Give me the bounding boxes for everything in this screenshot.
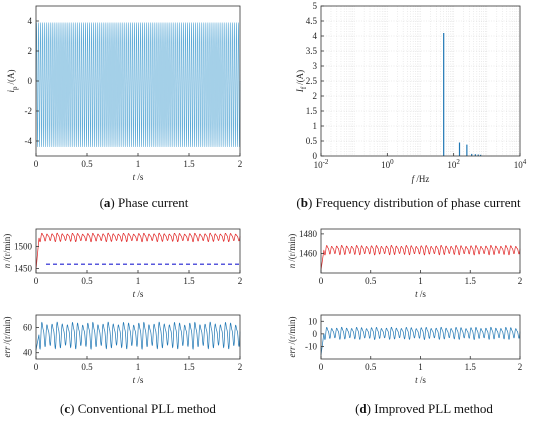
error-trace (320, 326, 521, 356)
speed-trace (320, 245, 521, 271)
panel-a-caption: (a) Phase current (100, 195, 189, 210)
panel-d0-xtick-label: 2 (518, 276, 523, 286)
panel-b-caption: (b) Frequency distribution of phase curr… (296, 195, 521, 210)
panel-a-ylabel: ip/(A) (6, 69, 19, 92)
panel-a-ytick-label: -2 (25, 106, 33, 116)
panel-d0-xlabel: t /s (415, 289, 426, 299)
panel-b-xtick-label: 102 (447, 158, 460, 170)
panel-b-ytick-label: 1 (313, 121, 318, 131)
panel-c0-xtick-label: 1.5 (183, 276, 195, 286)
panel-b-ytick-label: 3 (313, 61, 318, 71)
panel-c0-xtick-label: 2 (238, 276, 243, 286)
panel-c1-ylabel: err/(r/min) (2, 317, 12, 358)
panel-b-ytick-label: 4 (313, 31, 318, 41)
panel-b-xtick-label: 104 (514, 158, 527, 170)
panel-b-ytick-label: 0.5 (306, 136, 318, 146)
panel-c-caption: (c) Conventional PLL method (60, 401, 216, 416)
panel-d1-xtick-label: 0.5 (365, 362, 377, 372)
panel-b-ytick-label: 2.5 (306, 76, 318, 86)
panel-d1-xtick-label: 2 (518, 362, 523, 372)
panel-b-ytick-label: 2 (313, 91, 318, 101)
panel-d1-ytick-label: 0 (313, 329, 318, 339)
panel-c0-ylabel: n/(r/min) (2, 234, 12, 269)
panel-a-xtick-label: 1 (136, 159, 141, 169)
panel-b-xlabel: f /Hz (412, 174, 430, 184)
panel-d0-xtick-label: 0 (319, 276, 324, 286)
panel-b-ytick-label: 5 (313, 1, 318, 11)
panel-b-ytick-label: 1.5 (306, 106, 318, 116)
panel-c1-ytick-label: 40 (23, 348, 33, 358)
panel-c0-xlabel: t /s (133, 289, 144, 299)
panel-a-xtick-label: 1.5 (183, 159, 195, 169)
panel-d0-ytick-label: 1480 (299, 229, 318, 239)
panel-d0-ylabel: n/(r/min) (287, 234, 297, 269)
panel-c1-xlabel: t /s (133, 375, 144, 385)
panel-d1-xtick-label: 1 (418, 362, 423, 372)
panel-d0-ytick-label: 1460 (299, 248, 318, 258)
panel-d1-xtick-label: 0 (319, 362, 324, 372)
panel-a-xtick-label: 0.5 (81, 159, 93, 169)
panel-d-caption: (d) Improved PLL method (355, 401, 493, 416)
panel-a-ytick-label: 2 (28, 46, 33, 56)
panel-b-xtick-label: 10-2 (314, 158, 329, 170)
error-trace (35, 321, 241, 351)
panel-b-ytick-label: 3.5 (306, 46, 318, 56)
panel-d1-ytick-label: -10 (305, 341, 317, 351)
panel-c1-ytick-label: 60 (23, 323, 33, 333)
panel-b-xtick-label: 100 (381, 158, 394, 170)
panel-c0-xtick-label: 1 (136, 276, 141, 286)
panel-d1-xtick-label: 1.5 (465, 362, 477, 372)
panel-c1-xtick-label: 2 (238, 362, 243, 372)
panel-b-ytick-label: 4.5 (306, 16, 318, 26)
panel-a-xtick-label: 0 (34, 159, 39, 169)
panel-d0-xtick-label: 1 (418, 276, 423, 286)
panel-c0-ytick-label: 1500 (14, 242, 33, 252)
panel-c0-xtick-label: 0 (34, 276, 39, 286)
panel-b-ylabel: If/(A) (295, 70, 308, 93)
panel-c1-xtick-label: 1 (136, 362, 141, 372)
panel-a-ytick-label: 4 (28, 16, 33, 26)
panel-c1-xtick-label: 0 (34, 362, 39, 372)
panel-c1-xtick-label: 0.5 (81, 362, 93, 372)
panel-d1-axes (320, 314, 521, 360)
panel-a-xtick-label: 2 (238, 159, 243, 169)
phase-current-trace (35, 22, 241, 148)
panel-c0-ytick-label: 1450 (14, 264, 33, 274)
panel-c1-xtick-label: 1.5 (183, 362, 195, 372)
panel-d1-ylabel: err/(r/min) (287, 317, 297, 358)
panel-a-ytick-label: -4 (25, 136, 33, 146)
panel-a-ytick-label: 0 (28, 76, 33, 86)
panel-d0-xtick-label: 1.5 (465, 276, 477, 286)
panel-b-ytick-label: 0 (313, 151, 318, 161)
panel-d1-xlabel: t /s (415, 375, 426, 385)
speed-trace (35, 232, 241, 270)
panel-d0-xtick-label: 0.5 (365, 276, 377, 286)
panel-d1-ytick-label: 10 (308, 316, 318, 326)
panel-a-xlabel: t /s (133, 172, 144, 182)
panel-c0-xtick-label: 0.5 (81, 276, 93, 286)
